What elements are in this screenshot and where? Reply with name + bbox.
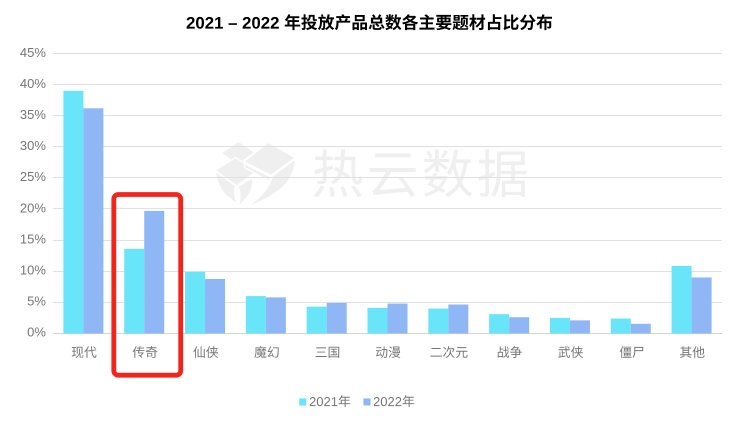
svg-text:10%: 10%: [20, 263, 46, 278]
svg-text:0%: 0%: [27, 325, 46, 340]
svg-text:25%: 25%: [20, 169, 46, 184]
svg-text:35%: 35%: [20, 107, 46, 122]
svg-text:5%: 5%: [27, 294, 46, 309]
svg-text:30%: 30%: [20, 138, 46, 153]
svg-text:40%: 40%: [20, 76, 46, 91]
svg-text:45%: 45%: [20, 45, 46, 60]
svg-text:15%: 15%: [20, 231, 46, 246]
svg-text:20%: 20%: [20, 200, 46, 215]
